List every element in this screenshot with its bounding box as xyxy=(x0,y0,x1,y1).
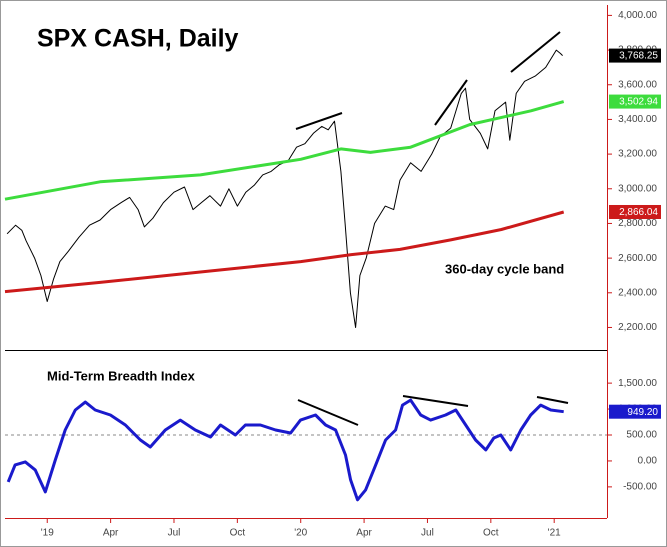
x-tick-label: '21 xyxy=(548,528,561,539)
panel-title: Mid-Term Breadth Index xyxy=(47,368,196,383)
x-tick-label: '20 xyxy=(294,528,307,539)
x-tick-label: '19 xyxy=(41,528,54,539)
x-tick-label: Oct xyxy=(230,528,246,539)
value-label-box xyxy=(609,404,661,419)
y-tick-label: 3,600.00 xyxy=(618,79,657,90)
trend-line xyxy=(434,79,468,126)
x-tick-label: Apr xyxy=(103,528,119,539)
trend-line xyxy=(402,395,469,407)
y-tick-label: -500.00 xyxy=(623,482,657,493)
trend-line xyxy=(295,112,343,130)
y-tick-label: 3,000.00 xyxy=(618,183,657,194)
value-label-box xyxy=(609,94,661,109)
series-line xyxy=(4,100,565,201)
value-label-box xyxy=(609,204,661,219)
trend-lines xyxy=(295,31,569,426)
trend-line xyxy=(510,31,561,73)
x-tick-label: Jul xyxy=(421,528,434,539)
x-tick-label: Oct xyxy=(483,528,499,539)
y-tick-label: 3,200.00 xyxy=(618,149,657,160)
y-tick-label: 4,000.00 xyxy=(618,10,657,21)
value-label: 3,502.94 xyxy=(619,97,658,108)
y-tick-label: 2,600.00 xyxy=(618,253,657,264)
value-label: 2,866.04 xyxy=(619,207,658,218)
x-tick-label: Jul xyxy=(168,528,181,539)
annotation: 360-day cycle band xyxy=(445,261,564,276)
x-tick-label: Apr xyxy=(356,528,372,539)
series-line xyxy=(6,49,563,328)
trend-line xyxy=(536,396,569,404)
y-tick-label: 500.00 xyxy=(626,430,657,441)
series-line xyxy=(4,210,565,294)
chart-title: SPX CASH, Daily xyxy=(37,25,239,53)
y-tick-label: 1,500.00 xyxy=(618,378,657,389)
value-label-box xyxy=(609,48,661,63)
y-tick-label: 2,400.00 xyxy=(618,287,657,298)
y-tick-label: 2,200.00 xyxy=(618,322,657,333)
trend-line xyxy=(297,399,359,426)
y-tick-label: 0.00 xyxy=(638,456,658,467)
y-tick-label: 3,400.00 xyxy=(618,114,657,125)
value-label: 3,768.25 xyxy=(619,51,658,62)
value-label: 949.20 xyxy=(627,407,658,418)
y-tick-label: 2,800.00 xyxy=(618,218,657,229)
series-line xyxy=(6,398,564,502)
